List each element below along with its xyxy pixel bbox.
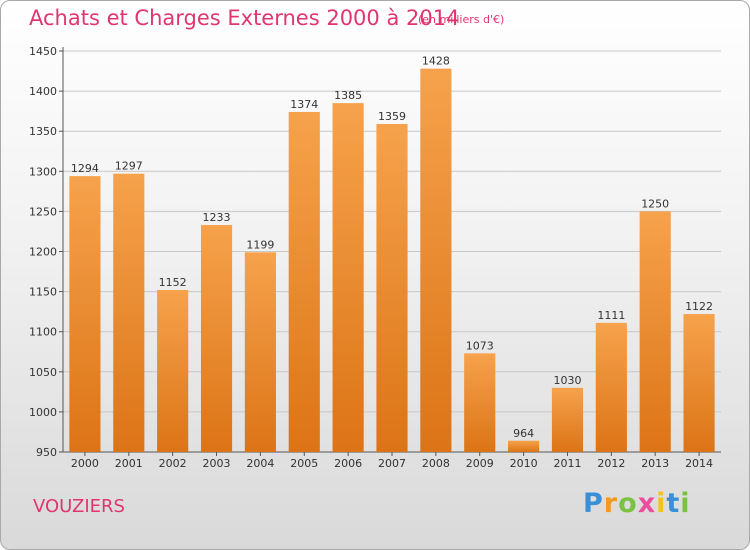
x-tick-label: 2000 (71, 457, 99, 470)
logo-letter: t (666, 488, 681, 519)
data-label: 964 (513, 427, 534, 440)
bar (595, 322, 627, 452)
x-tick-label: 2011 (553, 457, 581, 470)
y-tick-label: 1300 (29, 165, 57, 178)
y-tick-label: 1350 (29, 125, 57, 138)
y-tick-label: 1000 (29, 406, 57, 419)
x-tick-label: 2006 (334, 457, 362, 470)
bar (332, 103, 364, 452)
bar (244, 252, 276, 452)
data-label: 1122 (685, 300, 713, 313)
x-tick-label: 2013 (641, 457, 669, 470)
logo-letter: r (603, 488, 619, 519)
data-label: 1294 (71, 162, 99, 175)
x-tick-label: 2003 (203, 457, 231, 470)
city-name: VOUZIERS (33, 496, 125, 517)
bar (464, 353, 496, 452)
x-tick-label: 2001 (115, 457, 143, 470)
y-tick-label: 1400 (29, 85, 57, 98)
data-label: 1250 (641, 197, 669, 210)
y-tick-label: 1100 (29, 326, 57, 339)
chart-title: Achats et Charges Externes 2000 à 2014 (29, 6, 460, 30)
x-tick-label: 2010 (510, 457, 538, 470)
bar (683, 314, 715, 452)
y-tick-label: 1450 (29, 45, 57, 58)
data-label: 1073 (466, 339, 494, 352)
x-tick-label: 2012 (597, 457, 625, 470)
bar (639, 211, 671, 452)
logo-letter: o (618, 488, 638, 519)
data-label: 1428 (422, 55, 450, 68)
data-label: 1359 (378, 110, 406, 123)
bar (200, 225, 233, 452)
x-tick-label: 2004 (246, 457, 274, 470)
bar (157, 289, 189, 452)
logo-letter: i (656, 488, 667, 519)
x-tick-label: 2014 (685, 457, 713, 470)
data-label: 1385 (334, 89, 362, 102)
data-label: 1030 (553, 374, 581, 387)
data-label: 1199 (246, 238, 274, 251)
data-label: 1152 (159, 276, 187, 289)
logo-letter: x (637, 488, 657, 519)
x-tick-label: 2002 (159, 457, 187, 470)
x-tick-label: 2009 (466, 457, 494, 470)
chart-subtitle: (en milliers d'€) (418, 13, 505, 26)
data-label: 1374 (290, 98, 318, 111)
y-tick-label: 1150 (29, 286, 57, 299)
proxiti-logo: Proxiti (583, 488, 691, 519)
y-tick-label: 1250 (29, 205, 57, 218)
x-tick-label: 2008 (422, 457, 450, 470)
bar (113, 173, 145, 452)
x-tick-label: 2005 (290, 457, 318, 470)
data-label: 1297 (115, 160, 143, 173)
y-tick-label: 950 (36, 446, 57, 459)
bar (420, 68, 452, 453)
bar (508, 440, 540, 452)
x-tick-label: 2007 (378, 457, 406, 470)
bar (69, 176, 101, 452)
data-label: 1233 (203, 211, 231, 224)
bar (376, 123, 408, 453)
logo-letter: P (583, 488, 604, 519)
logo-letter: i (680, 488, 691, 519)
y-tick-label: 1050 (29, 366, 57, 379)
data-label: 1111 (597, 309, 625, 322)
bar (288, 111, 320, 453)
y-tick-label: 1200 (29, 246, 57, 259)
bar (551, 387, 584, 452)
